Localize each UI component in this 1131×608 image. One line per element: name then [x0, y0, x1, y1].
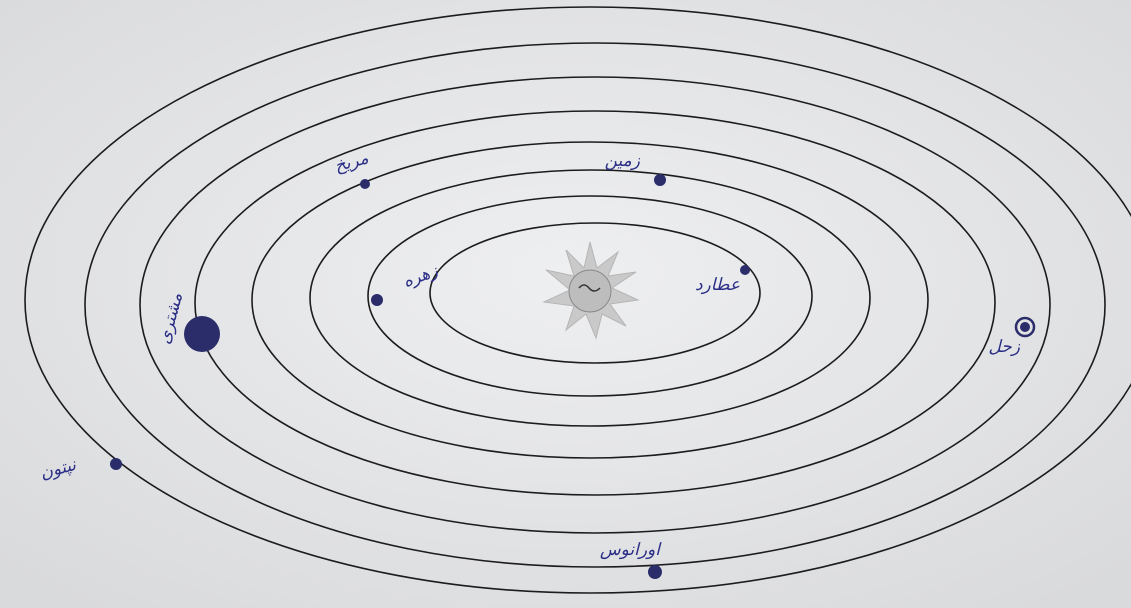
- planet-label: عطارد: [695, 275, 740, 295]
- uranus: [648, 565, 662, 579]
- planet-label: اورانوس: [600, 540, 662, 560]
- mars: [360, 179, 370, 189]
- jupiter: [184, 316, 220, 352]
- page: {"planets": [ {"label": "عطارد"}, {"labe…: [0, 0, 1131, 608]
- mercury: [740, 265, 750, 275]
- neptune: [110, 458, 122, 470]
- solar-system-diagram: عطارد زهره زمین مریخ مشتری زحل اورانوس ن…: [0, 0, 1131, 608]
- planet-label: زحل: [988, 337, 1020, 357]
- earth: [654, 174, 666, 186]
- venus: [371, 294, 383, 306]
- saturn: [1020, 322, 1030, 332]
- sun-body: [569, 270, 611, 312]
- planet-label: زمین: [605, 151, 641, 171]
